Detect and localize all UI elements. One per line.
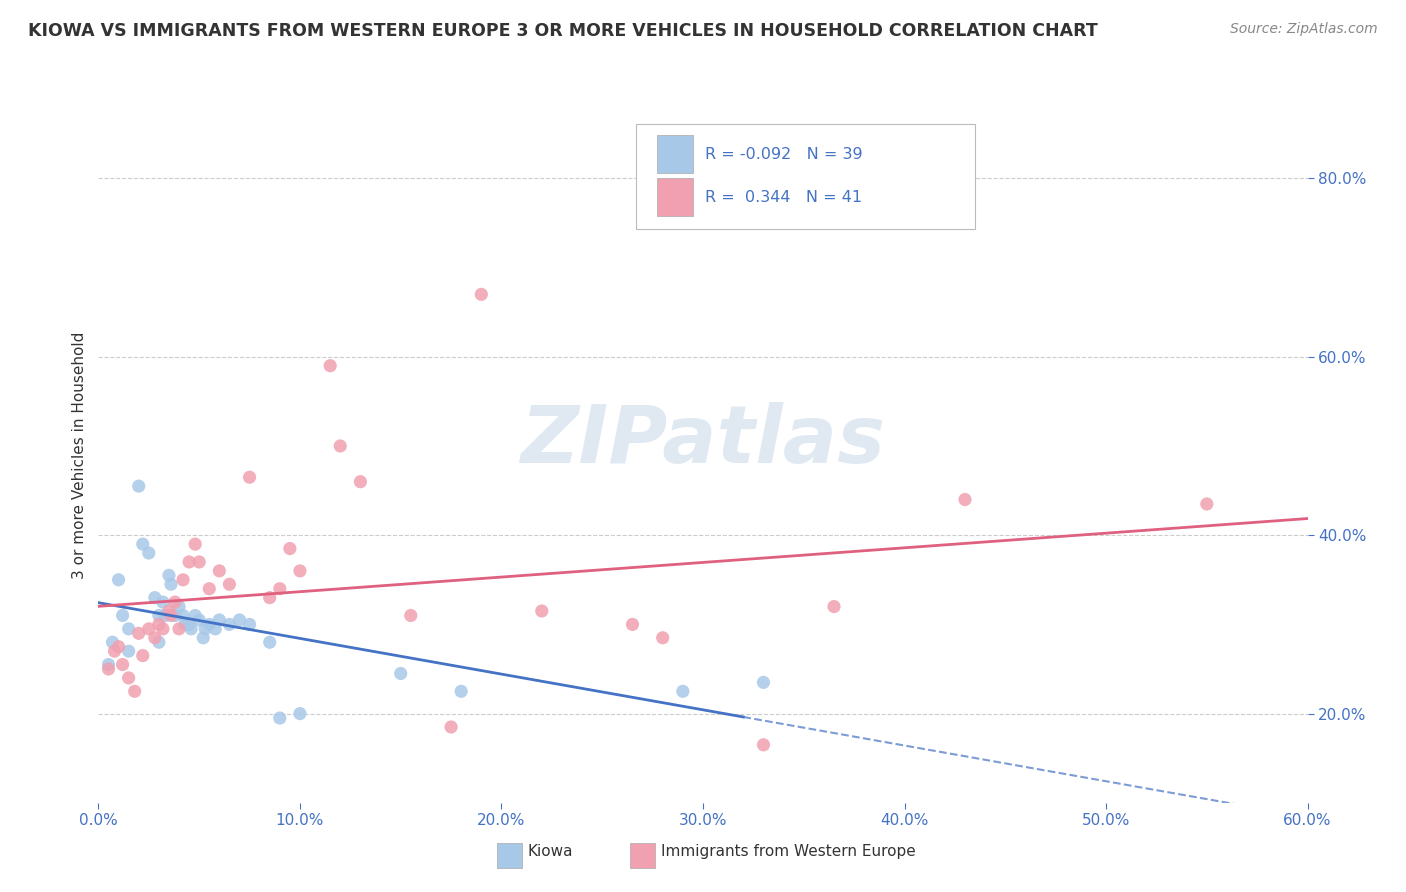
Point <box>184 537 207 551</box>
Text: KIOWA VS IMMIGRANTS FROM WESTERN EUROPE 3 OR MORE VEHICLES IN HOUSEHOLD CORRELAT: KIOWA VS IMMIGRANTS FROM WESTERN EUROPE … <box>28 22 1098 40</box>
Point <box>530 604 553 618</box>
FancyBboxPatch shape <box>498 843 522 868</box>
Text: R = -0.092   N = 39: R = -0.092 N = 39 <box>706 147 863 162</box>
Y-axis label: 3 or more Vehicles in Household: 3 or more Vehicles in Household <box>72 331 87 579</box>
Point <box>179 555 201 569</box>
Point <box>172 573 194 587</box>
Point <box>198 617 221 632</box>
Point <box>179 617 201 632</box>
Point <box>269 582 291 596</box>
Point <box>953 492 976 507</box>
Point <box>239 617 262 632</box>
Point <box>329 439 352 453</box>
Point <box>124 684 146 698</box>
Text: ZIPatlas: ZIPatlas <box>520 402 886 480</box>
Point <box>672 684 695 698</box>
Point <box>153 608 176 623</box>
Point <box>118 644 141 658</box>
FancyBboxPatch shape <box>657 135 693 173</box>
Point <box>239 470 262 484</box>
Point <box>188 613 211 627</box>
FancyBboxPatch shape <box>657 178 693 216</box>
Point <box>118 622 141 636</box>
Point <box>288 564 311 578</box>
Point <box>228 613 250 627</box>
Point <box>180 622 202 636</box>
FancyBboxPatch shape <box>637 124 976 229</box>
Point <box>118 671 141 685</box>
Point <box>823 599 845 614</box>
Point <box>163 595 186 609</box>
Point <box>319 359 342 373</box>
Point <box>218 617 240 632</box>
Point <box>103 644 125 658</box>
Point <box>163 608 186 623</box>
Point <box>193 631 215 645</box>
Point <box>97 662 120 676</box>
Point <box>157 568 180 582</box>
Point <box>450 684 472 698</box>
Point <box>107 640 129 654</box>
Point <box>157 604 180 618</box>
Point <box>621 617 644 632</box>
Point <box>269 711 291 725</box>
Point <box>1195 497 1218 511</box>
Point <box>128 626 150 640</box>
Text: Source: ZipAtlas.com: Source: ZipAtlas.com <box>1230 22 1378 37</box>
Point <box>148 608 170 623</box>
Text: Immigrants from Western Europe: Immigrants from Western Europe <box>661 844 915 859</box>
Point <box>198 582 221 596</box>
Point <box>97 657 120 672</box>
Point <box>752 738 775 752</box>
Point <box>204 622 226 636</box>
Point <box>111 657 134 672</box>
Point <box>208 613 231 627</box>
Point <box>152 622 174 636</box>
Point <box>470 287 492 301</box>
Point <box>148 617 170 632</box>
Text: Kiowa: Kiowa <box>527 844 574 859</box>
Point <box>152 595 174 609</box>
Point <box>138 546 160 560</box>
Point <box>188 555 211 569</box>
Point <box>259 635 281 649</box>
Point <box>160 608 183 623</box>
Point <box>752 675 775 690</box>
Point <box>143 631 166 645</box>
Point <box>167 622 190 636</box>
Point <box>132 537 155 551</box>
Point <box>288 706 311 721</box>
Point <box>160 577 183 591</box>
Point <box>138 622 160 636</box>
Point <box>167 599 190 614</box>
Point <box>174 617 197 632</box>
Point <box>184 608 207 623</box>
Point <box>132 648 155 663</box>
FancyBboxPatch shape <box>630 843 655 868</box>
Point <box>111 608 134 623</box>
Point <box>172 608 194 623</box>
Point <box>349 475 371 489</box>
Point <box>218 577 240 591</box>
Point <box>278 541 301 556</box>
Point <box>440 720 463 734</box>
Point <box>208 564 231 578</box>
Point <box>259 591 281 605</box>
Point <box>148 635 170 649</box>
Point <box>143 591 166 605</box>
Point <box>107 573 129 587</box>
Point <box>399 608 422 623</box>
Point <box>194 622 217 636</box>
Point <box>389 666 412 681</box>
Point <box>651 631 673 645</box>
Point <box>128 479 150 493</box>
Point <box>101 635 124 649</box>
Text: R =  0.344   N = 41: R = 0.344 N = 41 <box>706 190 862 205</box>
